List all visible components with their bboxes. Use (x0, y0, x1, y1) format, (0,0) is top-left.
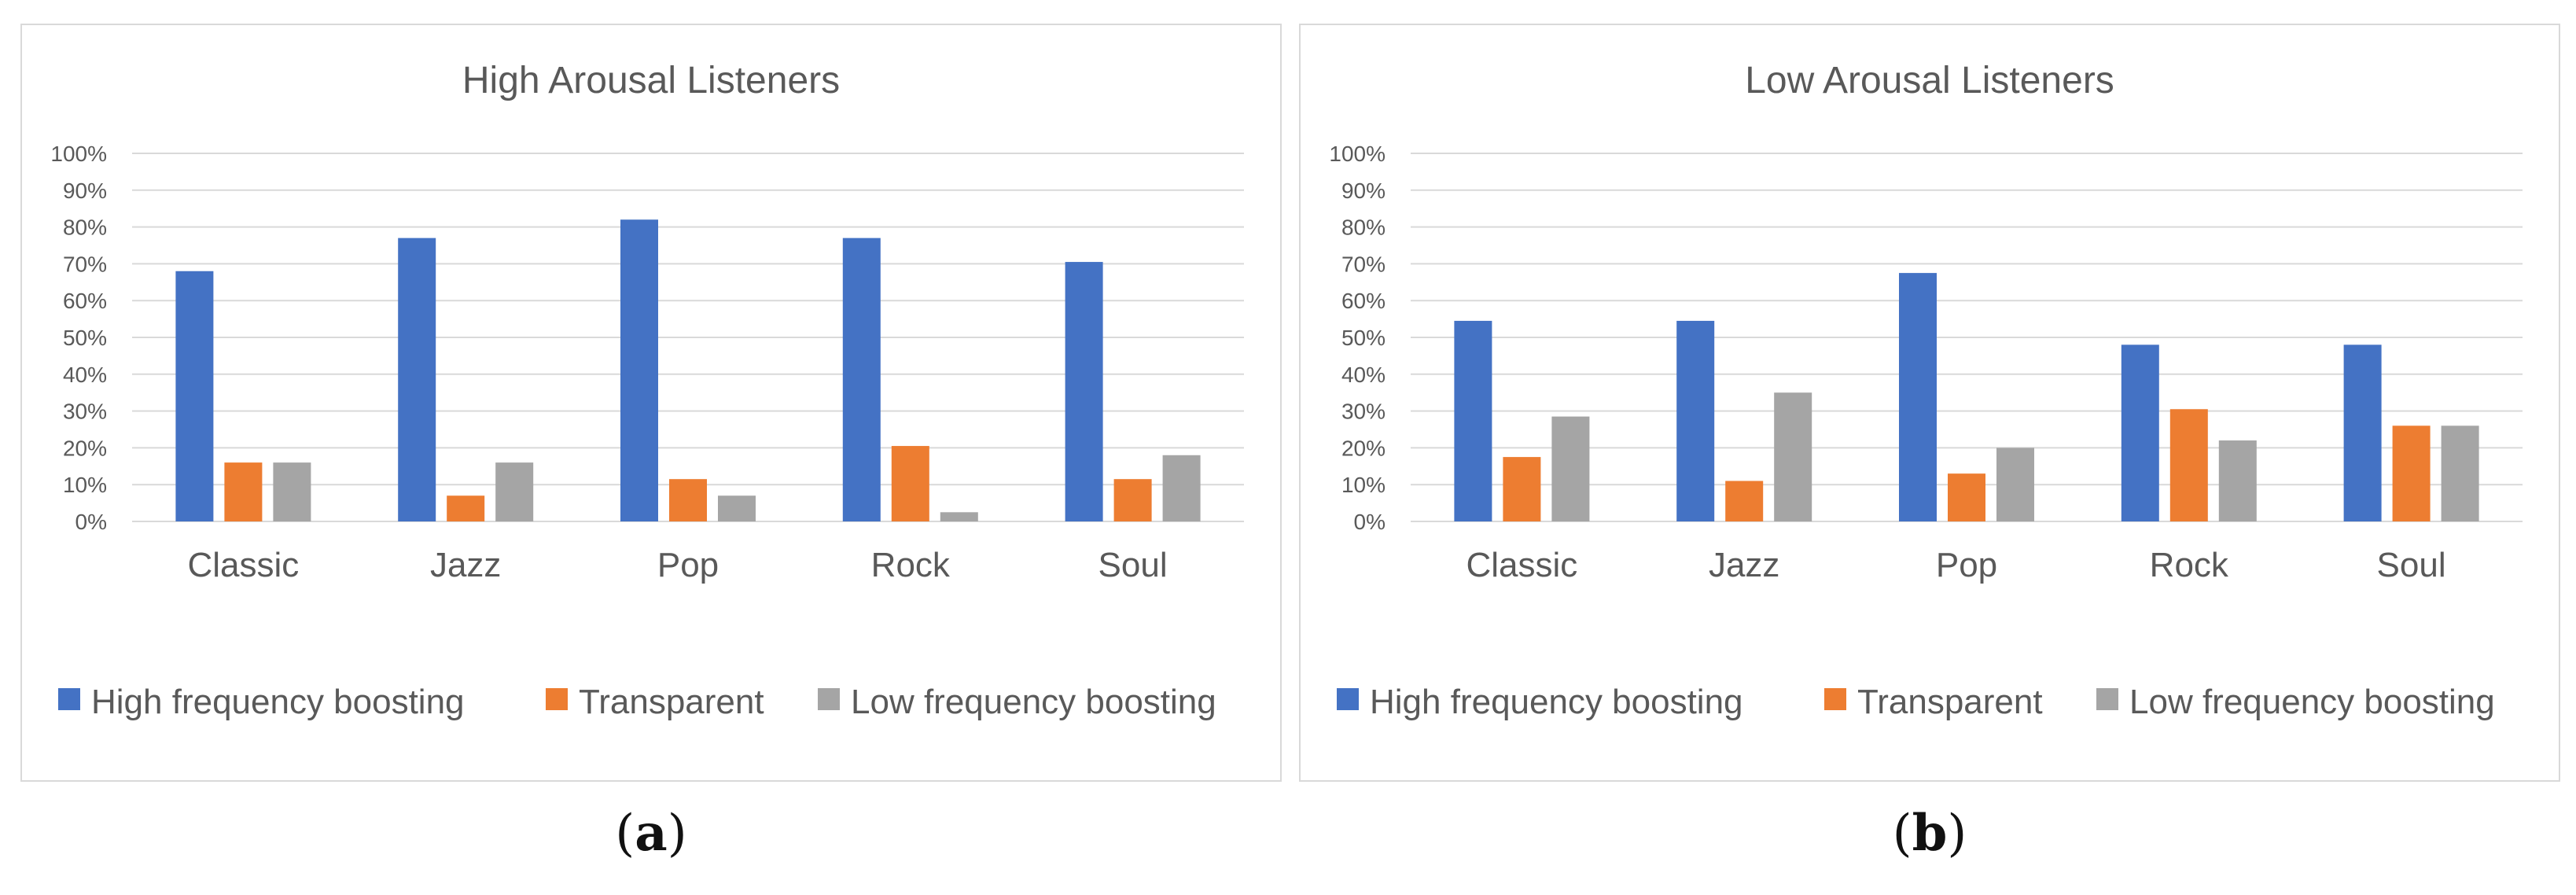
chart-b-svg: Low Arousal Listeners 0% 10% 20% 30% 40% 50% 60… (1299, 24, 2560, 782)
chart-b-legend-label-1: High frequency boosting (1370, 683, 1743, 721)
chart-a-ytick-label: 90% (63, 179, 107, 203)
chart-b-bars (1454, 273, 2479, 521)
chart-a-bar-soul-series2 (1113, 479, 1152, 521)
caption-b: (b) (1892, 804, 1967, 863)
chart-b-ytick-label: 20% (1341, 436, 1386, 460)
chart-b-xtick-label: Rock (2150, 546, 2229, 584)
chart-b-legend: High frequency boosting Transparent Low fr… (1337, 683, 2495, 721)
chart-a-bar-soul-series1 (1065, 262, 1103, 521)
chart-a-xtick-label: Rock (871, 546, 951, 584)
chart-b-bar-soul-series1 (2343, 344, 2382, 521)
chart-b-bar-soul-series2 (2392, 425, 2431, 521)
chart-b-ytick-label: 30% (1341, 400, 1386, 424)
chart-a-ytick-label: 100% (50, 142, 107, 166)
chart-a-xtick-label: Jazz (430, 546, 501, 584)
chart-a-bar-pop-series2 (669, 479, 707, 521)
chart-a-ytick-label: 10% (63, 473, 107, 497)
chart-a-legend: High frequency boosting Transparent Low fr… (58, 683, 1216, 721)
chart-a-bar-jazz-series3 (495, 462, 534, 521)
chart-a-ytick-label: 80% (63, 215, 107, 240)
chart-b-legend-swatch-3 (2096, 688, 2118, 710)
chart-b-bar-classic-series3 (1551, 416, 1590, 521)
chart-a-bar-pop-series1 (620, 219, 658, 521)
chart-b-legend-swatch-2 (1824, 688, 1846, 710)
chart-a-ytick-label: 30% (63, 400, 107, 424)
chart-b-legend-swatch-1 (1337, 688, 1359, 710)
chart-b-xtick-label: Pop (1936, 546, 1997, 584)
chart-a-xtick-label: Classic (188, 546, 300, 584)
chart-a-bars (175, 219, 1201, 521)
chart-a-legend-label-2: Transparent (579, 683, 764, 721)
chart-b-gridlines (1411, 153, 2523, 522)
chart-b-title: Low Arousal Listeners (1745, 60, 2114, 101)
chart-b-bar-classic-series2 (1503, 457, 1541, 521)
chart-a-legend-label-1: High frequency boosting (91, 683, 465, 721)
chart-a-ytick-label: 60% (63, 289, 107, 313)
chart-a-gridlines (132, 153, 1244, 522)
chart-a-bar-classic-series2 (224, 462, 263, 521)
chart-b-ytick-label: 10% (1341, 473, 1386, 497)
chart-a-bar-jazz-series1 (398, 238, 436, 521)
chart-b-bar-rock-series2 (2169, 409, 2208, 521)
chart-a-bar-rock-series2 (891, 446, 929, 521)
chart-b-bar-pop-series2 (1948, 473, 1985, 521)
chart-b-legend-label-2: Transparent (1857, 683, 2043, 721)
chart-a-ytick-label: 50% (63, 326, 107, 350)
chart-panel-a: High Arousal Listeners 0% 10% 20% 30% 40% 50% 6… (20, 24, 1282, 782)
chart-b-xtick-label: Jazz (1709, 546, 1779, 584)
chart-b-ytick-label: 100% (1329, 142, 1386, 166)
chart-a-ytick-label: 0% (75, 510, 107, 534)
chart-a-ytick-label: 70% (63, 252, 107, 276)
chart-b-ytick-label: 50% (1341, 326, 1386, 350)
chart-a-legend-swatch-2 (546, 688, 568, 710)
chart-b-bar-pop-series1 (1899, 273, 1937, 521)
chart-a-xtick-label: Pop (657, 546, 719, 584)
chart-b-bar-classic-series1 (1454, 320, 1492, 521)
chart-b-ytick-label: 90% (1341, 179, 1386, 203)
caption-a-letter: a (635, 804, 668, 863)
chart-b-legend-label-3: Low frequency boosting (2129, 683, 2495, 721)
chart-a-xtick-label: Soul (1098, 546, 1168, 584)
chart-a-ytick-label: 40% (63, 363, 107, 387)
chart-b-bar-pop-series3 (1996, 448, 2034, 521)
chart-a-bar-pop-series3 (718, 495, 756, 521)
chart-b-ytick-label: 40% (1341, 363, 1386, 387)
chart-a-legend-swatch-3 (818, 688, 840, 710)
chart-b-ytick-label: 60% (1341, 289, 1386, 313)
chart-b-bar-soul-series3 (2441, 425, 2479, 521)
chart-b-bar-rock-series1 (2121, 344, 2159, 521)
chart-a-title: High Arousal Listeners (462, 60, 840, 101)
chart-b-bar-jazz-series3 (1774, 392, 1812, 521)
chart-a-legend-label-3: Low frequency boosting (851, 683, 1216, 721)
chart-a-bar-rock-series1 (842, 238, 881, 521)
chart-panel-b: Low Arousal Listeners 0% 10% 20% 30% 40% 50% 60… (1299, 24, 2560, 782)
chart-b-ytick-label: 0% (1354, 510, 1386, 534)
chart-b-bar-jazz-series2 (1725, 481, 1764, 521)
chart-b-ytick-label: 70% (1341, 252, 1386, 276)
chart-b-xtick-label: Classic (1466, 546, 1578, 584)
caption-b-letter: b (1912, 804, 1948, 863)
chart-b-ytick-label: 80% (1341, 215, 1386, 240)
chart-a-bar-soul-series3 (1162, 455, 1201, 521)
chart-a-bar-jazz-series2 (447, 495, 485, 521)
chart-a-ytick-label: 20% (63, 436, 107, 460)
chart-b-xtick-label: Soul (2377, 546, 2446, 584)
chart-b-bar-rock-series3 (2218, 440, 2257, 521)
chart-b-bar-jazz-series1 (1676, 320, 1715, 521)
caption-a: (a) (615, 804, 687, 863)
chart-a-svg: High Arousal Listeners 0% 10% 20% 30% 40% 50% 6… (20, 24, 1282, 782)
chart-a-legend-swatch-1 (58, 688, 80, 710)
chart-a-bar-classic-series1 (175, 271, 214, 521)
chart-a-bar-rock-series3 (940, 512, 978, 521)
chart-a-bar-classic-series3 (273, 462, 311, 521)
